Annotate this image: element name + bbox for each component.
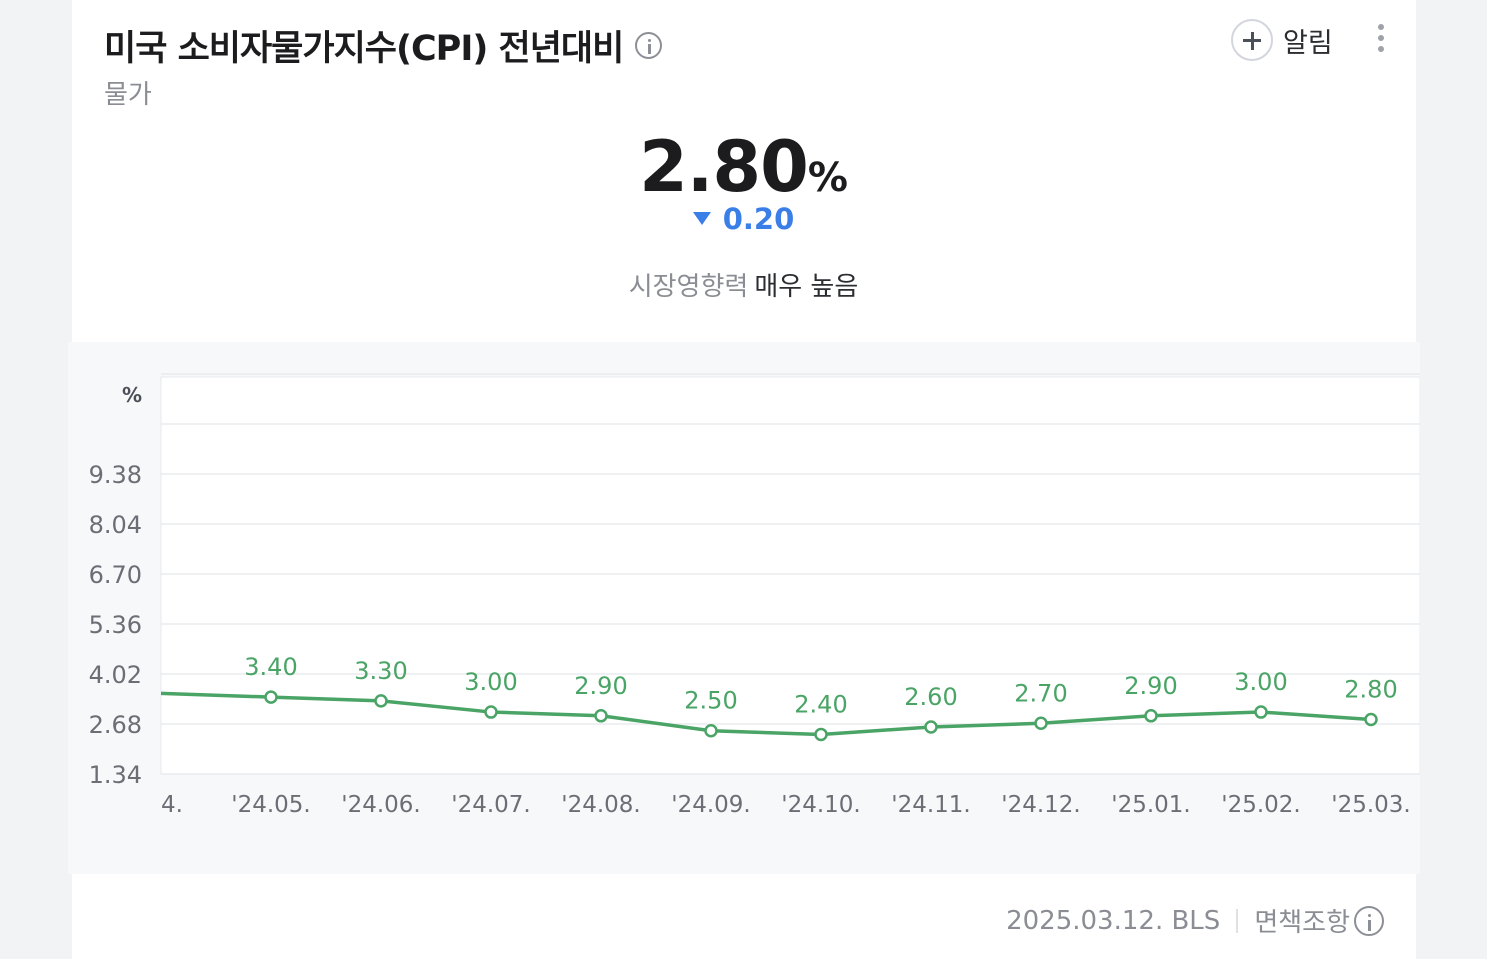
data-point [704, 723, 718, 738]
y-axis-unit: % [122, 383, 142, 407]
x-tick-label: '24.08. [561, 792, 640, 818]
triangle-down-icon [692, 211, 711, 225]
impact-value: 매우 높음 [754, 272, 859, 302]
data-label: 3.00 [1234, 668, 1287, 696]
line-chart: 1.34 2.68 4.02 5.36 6.70 8.04 9.38% 3.40 3.30 3.0… [89, 373, 1420, 818]
y-tick-label: 9.38 [89, 461, 142, 489]
alert-button[interactable]: 알림 [1231, 19, 1333, 61]
data-point [484, 705, 498, 719]
data-label: 2.90 [1124, 672, 1177, 700]
y-tick-label: 1.34 [89, 761, 142, 789]
x-tick-label: 4. [161, 792, 183, 818]
data-label: 2.40 [794, 690, 847, 718]
disclaimer-link[interactable]: 면책조항 [1254, 908, 1350, 938]
current-value-number: 2.80 [639, 126, 809, 208]
plot-background [160, 376, 1420, 775]
data-point [1364, 712, 1378, 727]
x-tick-label: '24.09. [671, 792, 750, 818]
data-label: 2.60 [904, 683, 957, 711]
current-value: 2.80% [0, 126, 1487, 208]
data-label: 3.40 [244, 653, 297, 681]
data-label: 2.70 [1014, 679, 1067, 707]
y-tick-label: 2.68 [89, 711, 142, 739]
market-impact: 시장영향력 매우 높음 [0, 266, 1487, 303]
change-number: 0.20 [722, 202, 795, 236]
data-point [594, 709, 608, 723]
x-tick-label: '24.05. [231, 792, 310, 818]
x-tick-label: '24.06. [341, 792, 420, 818]
data-point [1254, 705, 1268, 719]
data-point [1144, 709, 1158, 723]
y-tick-label: 8.04 [89, 511, 142, 539]
category-label: 물가 [104, 80, 152, 110]
data-point [924, 720, 938, 734]
data-point [374, 694, 388, 708]
info-icon[interactable] [635, 32, 663, 59]
current-value-unit: % [807, 155, 848, 201]
plus-icon [1231, 19, 1273, 61]
y-tick-label: 5.36 [89, 611, 142, 639]
page-title: 미국 소비자물가지수(CPI) 전년대비 [104, 29, 624, 69]
x-tick-label: '25.02. [1221, 792, 1300, 818]
alert-label: 알림 [1283, 27, 1333, 59]
x-tick-label: '24.10. [781, 792, 860, 818]
data-point [264, 690, 278, 704]
source-text: 2025.03.12. BLS [1006, 905, 1221, 936]
chart-area: 1.34 2.68 4.02 5.36 6.70 8.04 9.38% 3.40 3.30 3.0… [68, 342, 1420, 874]
data-label: 3.30 [354, 657, 407, 685]
impact-label: 시장영향력 [628, 272, 749, 302]
x-tick-label: '25.01. [1111, 792, 1190, 818]
data-point [1034, 716, 1048, 731]
data-label: 3.00 [464, 668, 517, 696]
series-line [161, 691, 1372, 737]
x-tick-label: '24.12. [1001, 792, 1080, 818]
more-icon[interactable] [1375, 24, 1387, 58]
change-value: 0.20 [0, 202, 1487, 236]
x-tick-label: '25.03. [1331, 792, 1410, 818]
x-tick-label: '24.11. [891, 792, 970, 818]
y-tick-label: 4.02 [89, 661, 142, 689]
data-label: 2.80 [1344, 676, 1397, 704]
title-row: 미국 소비자물가지수(CPI) 전년대비 [104, 20, 663, 71]
data-label: 2.50 [684, 687, 737, 715]
data-label: 2.90 [574, 672, 627, 700]
data-point [814, 727, 828, 742]
disclaimer-info-icon[interactable] [1354, 905, 1384, 936]
x-tick-label: '24.07. [451, 792, 530, 818]
y-tick-label: 6.70 [89, 561, 142, 589]
footer-divider [1236, 908, 1239, 933]
footer: 2025.03.12. BLS 면책조항 [1006, 902, 1384, 939]
